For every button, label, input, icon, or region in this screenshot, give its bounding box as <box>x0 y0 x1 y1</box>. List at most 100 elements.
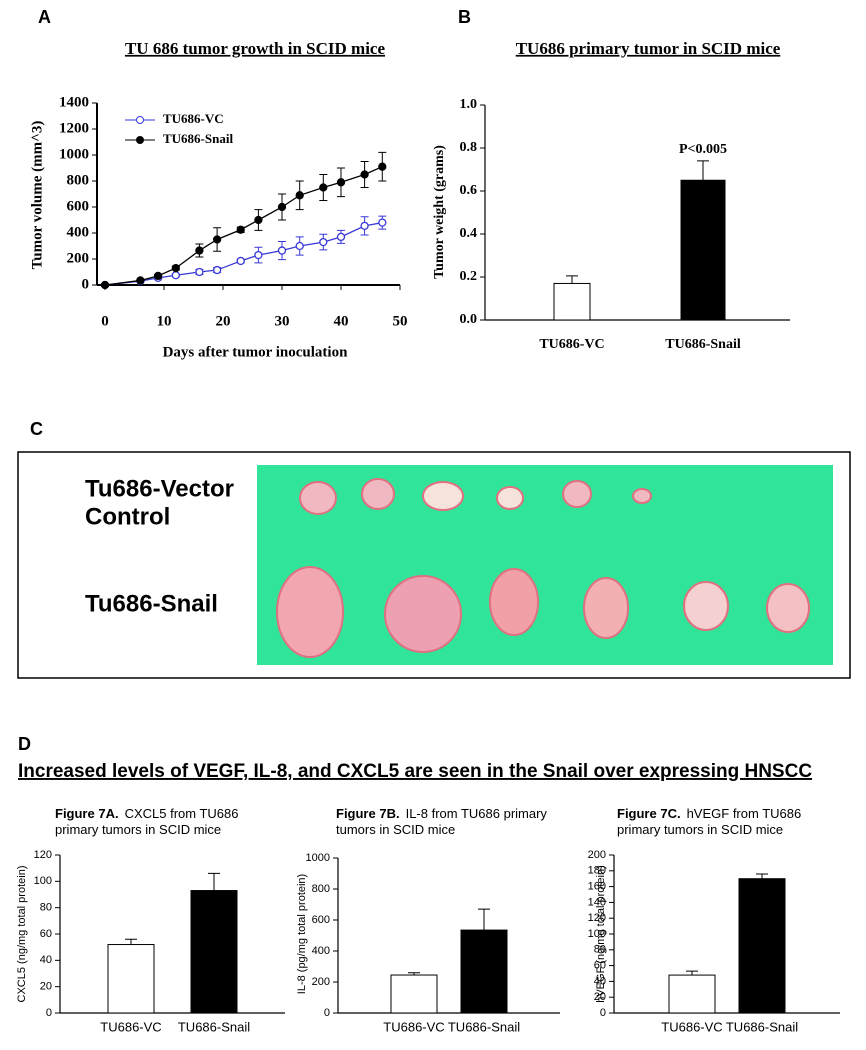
y-tick-label: 80 <box>40 902 52 914</box>
y-tick-label: 140 <box>588 896 606 908</box>
error-bar <box>756 873 768 879</box>
y-tick-label: 400 <box>312 945 330 957</box>
bar <box>107 944 155 1014</box>
y-axis-label: Tumor weight (grams) <box>432 145 447 279</box>
data-point <box>236 256 245 266</box>
legend-marker <box>136 136 144 144</box>
chart-title-text: CXCL5 from TU686 primary tumors in SCID … <box>55 806 239 837</box>
data-point <box>360 170 369 179</box>
y-tick-label: 180 <box>588 865 606 877</box>
panel-letter: A <box>38 7 51 27</box>
data-point <box>212 235 222 244</box>
data-point <box>319 183 328 192</box>
x-axis-label: Days after tumor inoculation <box>163 344 349 360</box>
data-point <box>336 178 346 187</box>
y-tick-label: 0.2 <box>460 269 478 284</box>
data-point <box>195 267 204 277</box>
tumor-samples <box>276 478 810 658</box>
y-tick-label: 80 <box>594 944 606 956</box>
y-tick-label: 20 <box>594 991 606 1003</box>
y-tick-label: 200 <box>588 849 606 861</box>
y-tick-label: 0.8 <box>460 140 478 155</box>
error-bar <box>697 160 709 181</box>
data-point <box>171 263 180 273</box>
y-tick-label: 100 <box>588 928 606 940</box>
data-point <box>277 202 287 212</box>
y-tick-label: 600 <box>67 198 90 214</box>
section-heading: Increased levels of VEGF, IL-8, and CXCL… <box>18 761 812 782</box>
y-tick-label: 200 <box>67 250 90 266</box>
bar <box>190 890 238 1014</box>
y-axis-label: CXCL5 (ng/mg total protein) <box>16 866 28 1003</box>
y-tick-label: 600 <box>312 914 330 926</box>
x-tick-label: TU686-VC <box>383 1019 444 1034</box>
chart: TU 686 tumor growth in SCID mice 0 200 400 6… <box>29 39 407 361</box>
y-tick-label: 800 <box>67 172 90 188</box>
data-point <box>378 218 387 227</box>
y-tick-label: 1000 <box>306 852 330 864</box>
x-tick-label: 30 <box>275 313 290 329</box>
chart-title-label: Figure 7A. <box>55 806 119 821</box>
data-point <box>319 237 328 247</box>
chart: 0 20 40 60 80 100 120 CXCL5 (ng/mg total protei… <box>16 849 285 1034</box>
y-tick-label: 1200 <box>59 120 89 136</box>
x-tick-label: TU686-Snail <box>178 1019 250 1034</box>
chart-title-text: hVEGF from TU686 primary tumors in SCID … <box>617 806 802 837</box>
y-tick-label: 0.4 <box>460 226 478 241</box>
y-tick-label: 0.0 <box>460 312 478 327</box>
y-tick-label: 40 <box>594 975 606 987</box>
x-tick-label: TU686-Snail <box>448 1019 520 1034</box>
legend-label: TU686-Snail <box>163 131 233 146</box>
y-tick-label: 120 <box>34 849 52 861</box>
chart-title-label: Figure 7C. <box>617 806 681 821</box>
error-bar <box>208 872 220 891</box>
photo-label: Tu686-Snail <box>85 590 218 617</box>
y-tick-label: 160 <box>588 881 606 893</box>
x-tick-label: 50 <box>393 313 408 329</box>
y-tick-label: 20 <box>40 981 52 993</box>
data-point <box>212 265 222 275</box>
data-point <box>100 280 110 290</box>
data-point <box>236 225 245 234</box>
data-point <box>360 221 369 231</box>
chart: 0 200 400 600 800 1000 IL-8 (pg/mg total prote… <box>296 852 560 1034</box>
x-tick-label: TU686-VC <box>539 337 604 352</box>
data-point <box>153 271 163 281</box>
x-tick-label: 40 <box>334 313 349 329</box>
data-point <box>254 250 263 260</box>
legend-label: TU686-VC <box>163 111 224 126</box>
bar <box>390 974 438 1014</box>
y-tick-label: 60 <box>594 960 606 972</box>
chart-title: Figure 7A. CXCL5 from TU686 primary tumor… <box>55 806 285 838</box>
x-tick-label: 20 <box>216 313 231 329</box>
data-point <box>277 246 287 255</box>
y-axis-label: Tumor volume (mm^3) <box>29 121 45 270</box>
y-tick-label: 200 <box>312 976 330 988</box>
x-tick-label: TU686-VC <box>661 1019 722 1034</box>
y-tick-label: 0.6 <box>460 183 478 198</box>
chart-title: TU686 primary tumor in SCID mice <box>516 39 781 58</box>
error-bar <box>686 970 698 976</box>
annotation: P<0.005 <box>679 142 727 157</box>
x-tick-label: TU686-Snail <box>726 1019 798 1034</box>
data-point <box>254 215 263 225</box>
y-tick-label: 0 <box>82 276 90 292</box>
chart-title: TU 686 tumor growth in SCID mice <box>125 39 385 58</box>
bar <box>738 878 786 1014</box>
bar <box>460 929 508 1014</box>
y-axis-label: hVEGF (ng/mg total protein) <box>595 865 607 1003</box>
chart-title: Figure 7B. IL-8 from TU686 primary tumors… <box>336 806 566 838</box>
y-tick-label: 0 <box>324 1007 330 1019</box>
data-point <box>295 241 304 251</box>
photo-label: Control <box>85 503 170 530</box>
y-axis-label: IL-8 (pg/mg total protein) <box>296 874 308 994</box>
y-tick-label: 0 <box>46 1007 52 1019</box>
y-tick-label: 400 <box>67 224 90 240</box>
panel-letter: C <box>30 419 43 439</box>
y-tick-label: 40 <box>40 954 52 966</box>
error-bar <box>566 275 578 284</box>
error-bar <box>125 938 137 945</box>
chart-title-text: IL-8 from TU686 primary tumors in SCID m… <box>336 806 547 837</box>
bar <box>680 179 726 321</box>
